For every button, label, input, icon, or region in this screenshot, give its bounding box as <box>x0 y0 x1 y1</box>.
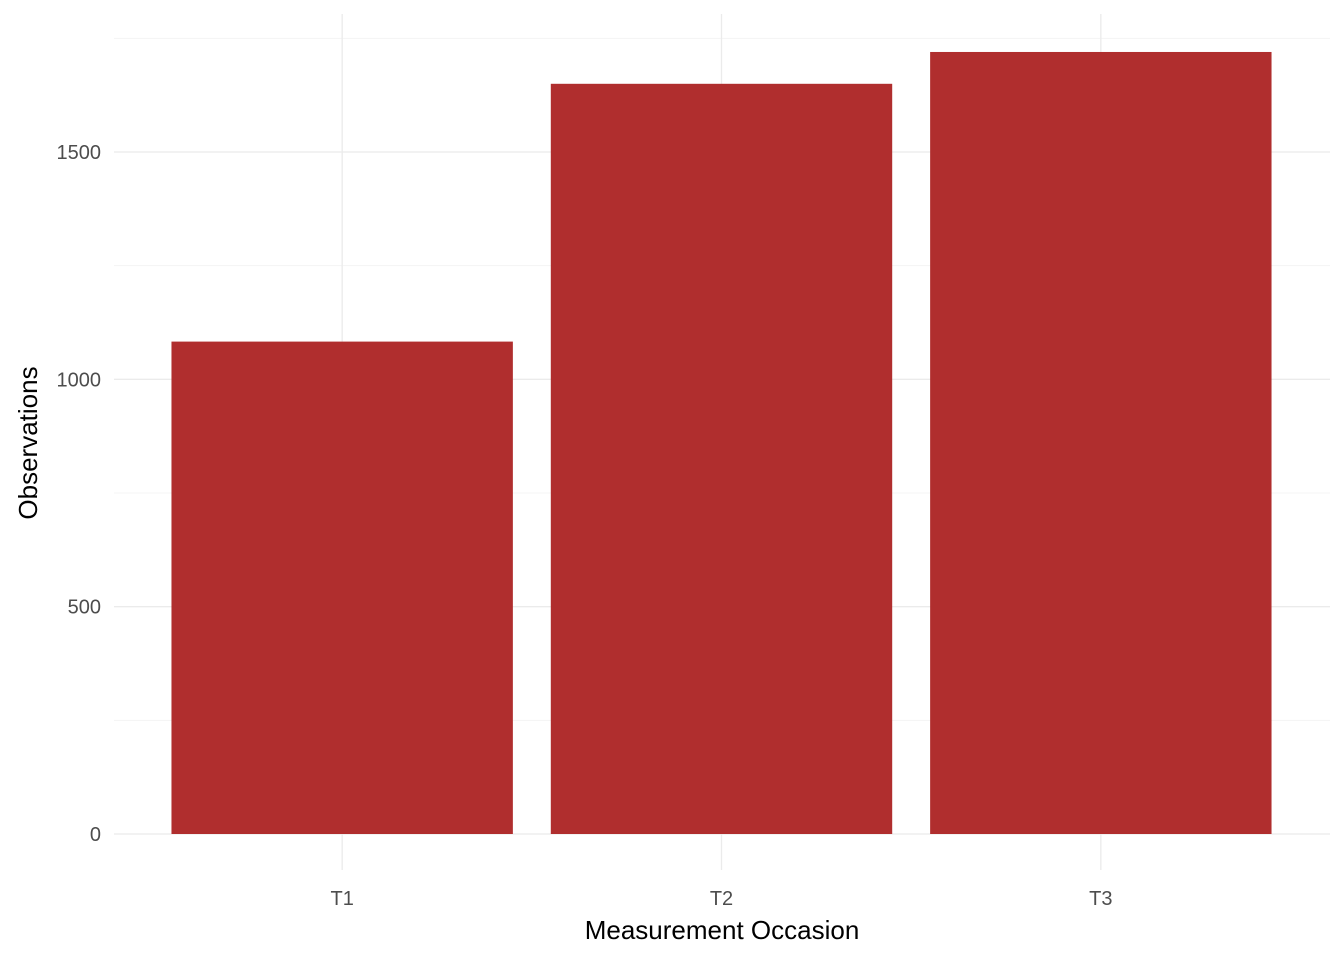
bar-t1 <box>171 341 513 834</box>
x-tick-label: T1 <box>330 888 353 910</box>
y-tick-label: 0 <box>90 824 101 846</box>
x-axis-title: Measurement Occasion <box>585 915 860 945</box>
y-axis-title: Observations <box>13 366 43 519</box>
y-tick-label: 500 <box>68 597 101 619</box>
y-tick-label: 1500 <box>57 142 102 164</box>
bar-t3 <box>930 51 1272 835</box>
y-tick-label: 1000 <box>57 369 102 391</box>
y-axis-ticks: 0 500 1000 1500 <box>57 142 102 846</box>
bar-t2 <box>550 83 893 835</box>
x-tick-label: T3 <box>1089 888 1112 910</box>
x-axis-ticks: T1 T2 T3 <box>330 888 1112 910</box>
x-tick-label: T2 <box>710 888 733 910</box>
bars <box>171 51 1272 835</box>
